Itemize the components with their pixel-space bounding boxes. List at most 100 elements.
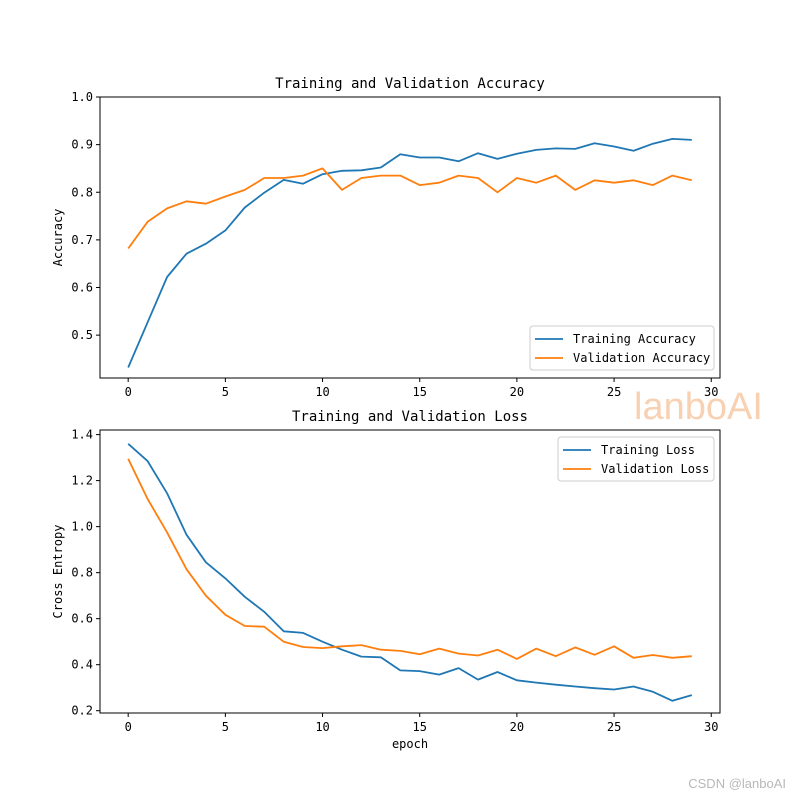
- chart2-point-training-loss: [224, 577, 226, 579]
- chart2-line-validation-loss: [127, 458, 692, 660]
- chart2-ytick-label: 0.8: [71, 566, 93, 580]
- chart2-point-validation-loss: [321, 647, 323, 649]
- chart2-point-validation-loss: [185, 568, 187, 570]
- chart2-point-validation-loss: [632, 657, 634, 659]
- chart1-point-validation-accuracy: [457, 174, 459, 176]
- chart2-legend-label: Training Loss: [601, 443, 695, 457]
- chart1-point-training-accuracy: [399, 153, 401, 155]
- chart1-xtick-label: 0: [125, 385, 132, 399]
- chart2-point-validation-loss: [205, 595, 207, 597]
- chart2-point-validation-loss: [263, 626, 265, 628]
- chart2-legend-label: Validation Loss: [601, 462, 709, 476]
- chart1-point-validation-accuracy: [613, 182, 615, 184]
- chart2-point-validation-loss: [224, 614, 226, 616]
- chart2-point-validation-loss: [438, 647, 440, 649]
- chart1-point-validation-accuracy: [477, 177, 479, 179]
- chart2-point-training-loss: [593, 687, 595, 689]
- chart1-point-validation-accuracy: [205, 203, 207, 205]
- chart2-point-training-loss: [632, 685, 634, 687]
- chart1-xtick-label: 10: [315, 385, 329, 399]
- chart1-point-training-accuracy: [205, 243, 207, 245]
- chart2-ytick-label: 1.2: [71, 474, 93, 488]
- chart2-point-training-loss: [457, 667, 459, 669]
- chart2-point-validation-loss: [127, 458, 129, 460]
- chart2-point-training-loss: [380, 656, 382, 658]
- chart1-ytick-label: 0.6: [71, 281, 93, 295]
- chart2-point-training-loss: [652, 691, 654, 693]
- chart2-point-validation-loss: [574, 646, 576, 648]
- chart1-xtick-label: 25: [607, 385, 621, 399]
- chart2-point-training-loss: [477, 678, 479, 680]
- chart2-xtick-label: 10: [315, 720, 329, 734]
- chart1-point-validation-accuracy: [419, 184, 421, 186]
- chart2-point-validation-loss: [380, 649, 382, 651]
- chart1-point-training-accuracy: [555, 147, 557, 149]
- chart2-xtick-label: 30: [704, 720, 718, 734]
- chart2-point-training-loss: [185, 534, 187, 536]
- chart1-point-validation-accuracy: [671, 174, 673, 176]
- chart2-point-training-loss: [146, 460, 148, 462]
- chart1-point-training-accuracy: [321, 173, 323, 175]
- chart1-point-validation-accuracy: [555, 174, 557, 176]
- watermark-brand: lanboAI: [634, 386, 763, 428]
- chart1-point-validation-accuracy: [263, 177, 265, 179]
- chart1-point-validation-accuracy: [691, 179, 693, 181]
- chart2-point-training-loss: [516, 679, 518, 681]
- chart1-point-training-accuracy: [535, 149, 537, 151]
- chart1-xtick-label: 30: [704, 385, 718, 399]
- chart1-point-training-accuracy: [613, 145, 615, 147]
- chart2-point-training-loss: [127, 443, 129, 445]
- chart1-point-validation-accuracy: [185, 200, 187, 202]
- chart1-point-training-accuracy: [302, 183, 304, 185]
- chart2-ytick-label: 0.4: [71, 658, 93, 672]
- chart2-xlabel: epoch: [392, 737, 428, 751]
- chart1-point-training-accuracy: [146, 321, 148, 323]
- chart1-ytick-label: 0.7: [71, 233, 93, 247]
- chart1-ytick-label: 0.9: [71, 138, 93, 152]
- chart1-point-validation-accuracy: [244, 189, 246, 191]
- chart1-point-validation-accuracy: [496, 191, 498, 193]
- chart2-point-training-loss: [244, 596, 246, 598]
- chart2-point-training-loss: [341, 649, 343, 651]
- chart1-point-validation-accuracy: [593, 179, 595, 181]
- chart2-axes-frame: [99, 429, 721, 714]
- chart1-point-training-accuracy: [593, 142, 595, 144]
- chart2-point-training-loss: [613, 688, 615, 690]
- chart1-point-training-accuracy: [574, 148, 576, 150]
- chart2-point-training-loss: [283, 630, 285, 632]
- chart1-line-training-accuracy: [127, 137, 692, 368]
- chart1-point-validation-accuracy: [535, 182, 537, 184]
- chart2-point-validation-loss: [419, 653, 421, 655]
- chart2-point-validation-loss: [457, 652, 459, 654]
- chart1-point-training-accuracy: [127, 366, 129, 368]
- chart2-point-training-loss: [496, 671, 498, 673]
- chart2-point-training-loss: [399, 669, 401, 671]
- chart1-point-validation-accuracy: [146, 221, 148, 223]
- chart2-point-training-loss: [302, 632, 304, 634]
- chart1-point-validation-accuracy: [321, 167, 323, 169]
- chart1-point-training-accuracy: [341, 170, 343, 172]
- chart2-point-validation-loss: [496, 649, 498, 651]
- chart2-point-training-loss: [555, 684, 557, 686]
- chart2-point-validation-loss: [283, 641, 285, 643]
- chart1-point-training-accuracy: [457, 160, 459, 162]
- chart2-point-validation-loss: [302, 646, 304, 648]
- chart1-point-validation-accuracy: [127, 247, 129, 249]
- chart1-point-validation-accuracy: [380, 174, 382, 176]
- chart2-point-validation-loss: [535, 647, 537, 649]
- chart1-point-validation-accuracy: [341, 189, 343, 191]
- chart2-point-validation-loss: [244, 625, 246, 627]
- chart2-ytick-label: 0.6: [71, 612, 93, 626]
- chart1-point-validation-accuracy: [516, 177, 518, 179]
- chart1-point-validation-accuracy: [652, 184, 654, 186]
- chart2-xtick-label: 0: [125, 720, 132, 734]
- chart2-point-training-loss: [205, 561, 207, 563]
- chart2-point-training-loss: [321, 641, 323, 643]
- chart2-point-training-loss: [166, 492, 168, 494]
- chart1-point-validation-accuracy: [438, 182, 440, 184]
- chart1-point-validation-accuracy: [302, 174, 304, 176]
- chart2-point-validation-loss: [555, 655, 557, 657]
- chart1-xtick-label: 15: [412, 385, 426, 399]
- chart2-point-training-loss: [419, 670, 421, 672]
